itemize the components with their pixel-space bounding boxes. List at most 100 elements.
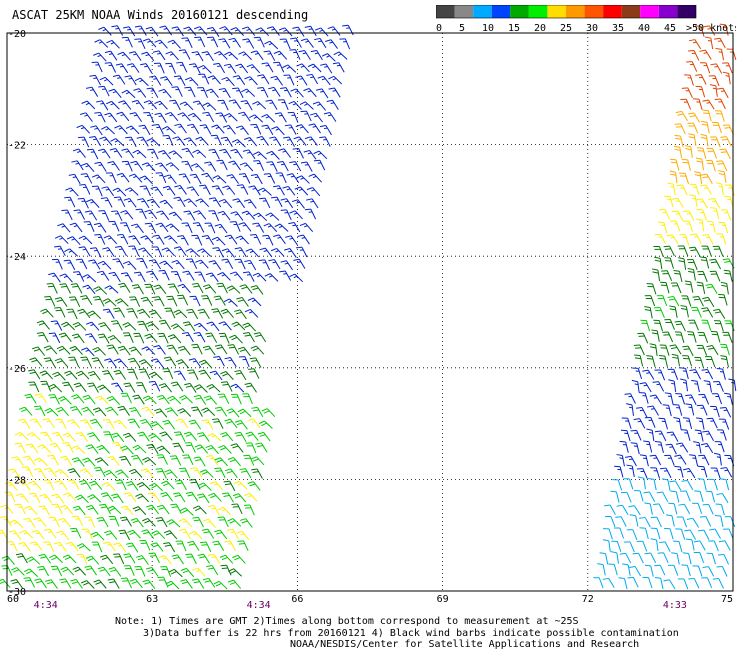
wind-barb: [151, 530, 166, 540]
wind-barb: [40, 431, 53, 442]
wind-barb: [132, 149, 147, 159]
wind-barb: [182, 270, 195, 281]
wind-barb: [213, 356, 225, 367]
wind-barb: [108, 88, 122, 99]
wind-barb: [701, 319, 712, 331]
wind-barb: [63, 492, 77, 502]
wind-barb: [158, 150, 172, 160]
wind-barb: [636, 540, 648, 552]
wind-barb: [238, 222, 252, 232]
wind-barb: [688, 319, 699, 331]
wind-barb: [205, 272, 219, 283]
wind-barb: [214, 529, 228, 540]
wind-barb: [202, 345, 216, 356]
wind-barb: [250, 285, 264, 295]
wind-barb: [84, 333, 98, 344]
wind-barb: [234, 369, 247, 381]
wind-barb: [688, 246, 701, 258]
wind-barb: [280, 260, 293, 271]
wind-barb: [265, 99, 278, 110]
wind-barb: [4, 491, 16, 503]
wind-barb: [111, 493, 124, 504]
wind-barb: [92, 346, 106, 356]
wind-barb: [701, 577, 713, 589]
wind-barb: [619, 552, 632, 564]
wind-barb: [689, 183, 700, 196]
wind-barb: [104, 285, 119, 294]
wind-barb: [140, 296, 154, 307]
wind-barb: [710, 405, 720, 418]
wind-barb: [244, 382, 257, 393]
wind-barb: [94, 234, 106, 245]
wind-barb: [674, 465, 684, 478]
wind-barb: [221, 492, 234, 503]
wind-barb: [219, 148, 232, 159]
wind-barb: [626, 464, 635, 477]
wind-barb: [323, 111, 337, 122]
wind-barb: [52, 258, 63, 270]
wind-barb: [634, 354, 644, 367]
wind-barb: [142, 579, 156, 590]
wind-barb: [708, 478, 718, 491]
wind-barb: [55, 418, 67, 430]
wind-barb: [667, 564, 679, 576]
x-tick-label: 66: [291, 594, 303, 605]
wind-barb: [128, 51, 142, 61]
wind-barb: [43, 528, 57, 539]
wind-barb: [124, 75, 137, 86]
wind-barb: [90, 247, 102, 258]
wind-barb: [702, 99, 715, 110]
wind-barb: [76, 124, 91, 134]
wind-barb: [212, 540, 225, 552]
wind-barb: [51, 431, 65, 442]
wind-barb: [181, 147, 194, 158]
colorbar-swatch: [510, 5, 529, 18]
wind-barb: [148, 309, 162, 320]
colorbar-swatch: [491, 5, 511, 18]
wind-barb: [192, 516, 204, 528]
wind-barb: [137, 431, 150, 442]
wind-barb: [687, 122, 699, 134]
wind-barb: [71, 457, 85, 467]
wind-barb: [219, 26, 233, 36]
wind-barb: [702, 566, 715, 577]
wind-barb: [161, 126, 176, 135]
wind-barb: [61, 321, 75, 331]
wind-barb: [245, 431, 259, 441]
wind-barb: [675, 393, 686, 405]
wind-barb: [287, 111, 299, 123]
wind-barb: [187, 112, 202, 122]
wind-barb: [184, 382, 197, 393]
wind-barb: [94, 39, 109, 48]
wind-barb: [253, 212, 268, 222]
wind-barb: [102, 370, 114, 381]
wind-barb: [255, 27, 270, 37]
wind-barb: [1, 555, 15, 565]
wind-barb: [206, 321, 220, 332]
wind-barb: [249, 357, 262, 368]
wind-barb: [193, 322, 208, 332]
wind-barb: [63, 259, 76, 271]
wind-barb: [98, 210, 110, 221]
wind-barb: [153, 284, 167, 295]
wind-barb: [146, 504, 160, 515]
wind-barb: [243, 137, 258, 147]
wind-barb: [78, 235, 93, 245]
wind-barb: [69, 345, 83, 355]
wind-barb: [113, 307, 126, 318]
wind-barb: [205, 444, 219, 455]
wind-barb: [216, 282, 228, 294]
wind-barb: [153, 62, 165, 74]
wind-barb: [682, 355, 693, 367]
wind-barb: [57, 517, 72, 528]
wind-barb: [705, 283, 718, 294]
wind-barb: [242, 322, 256, 332]
wind-barb: [197, 64, 212, 74]
wind-barb: [174, 123, 187, 134]
wind-barb: [639, 392, 649, 404]
wind-barb: [18, 542, 31, 552]
wind-barb: [150, 421, 164, 430]
wind-barb: [286, 173, 300, 184]
wind-barb: [114, 125, 128, 135]
wind-barb: [236, 530, 250, 541]
